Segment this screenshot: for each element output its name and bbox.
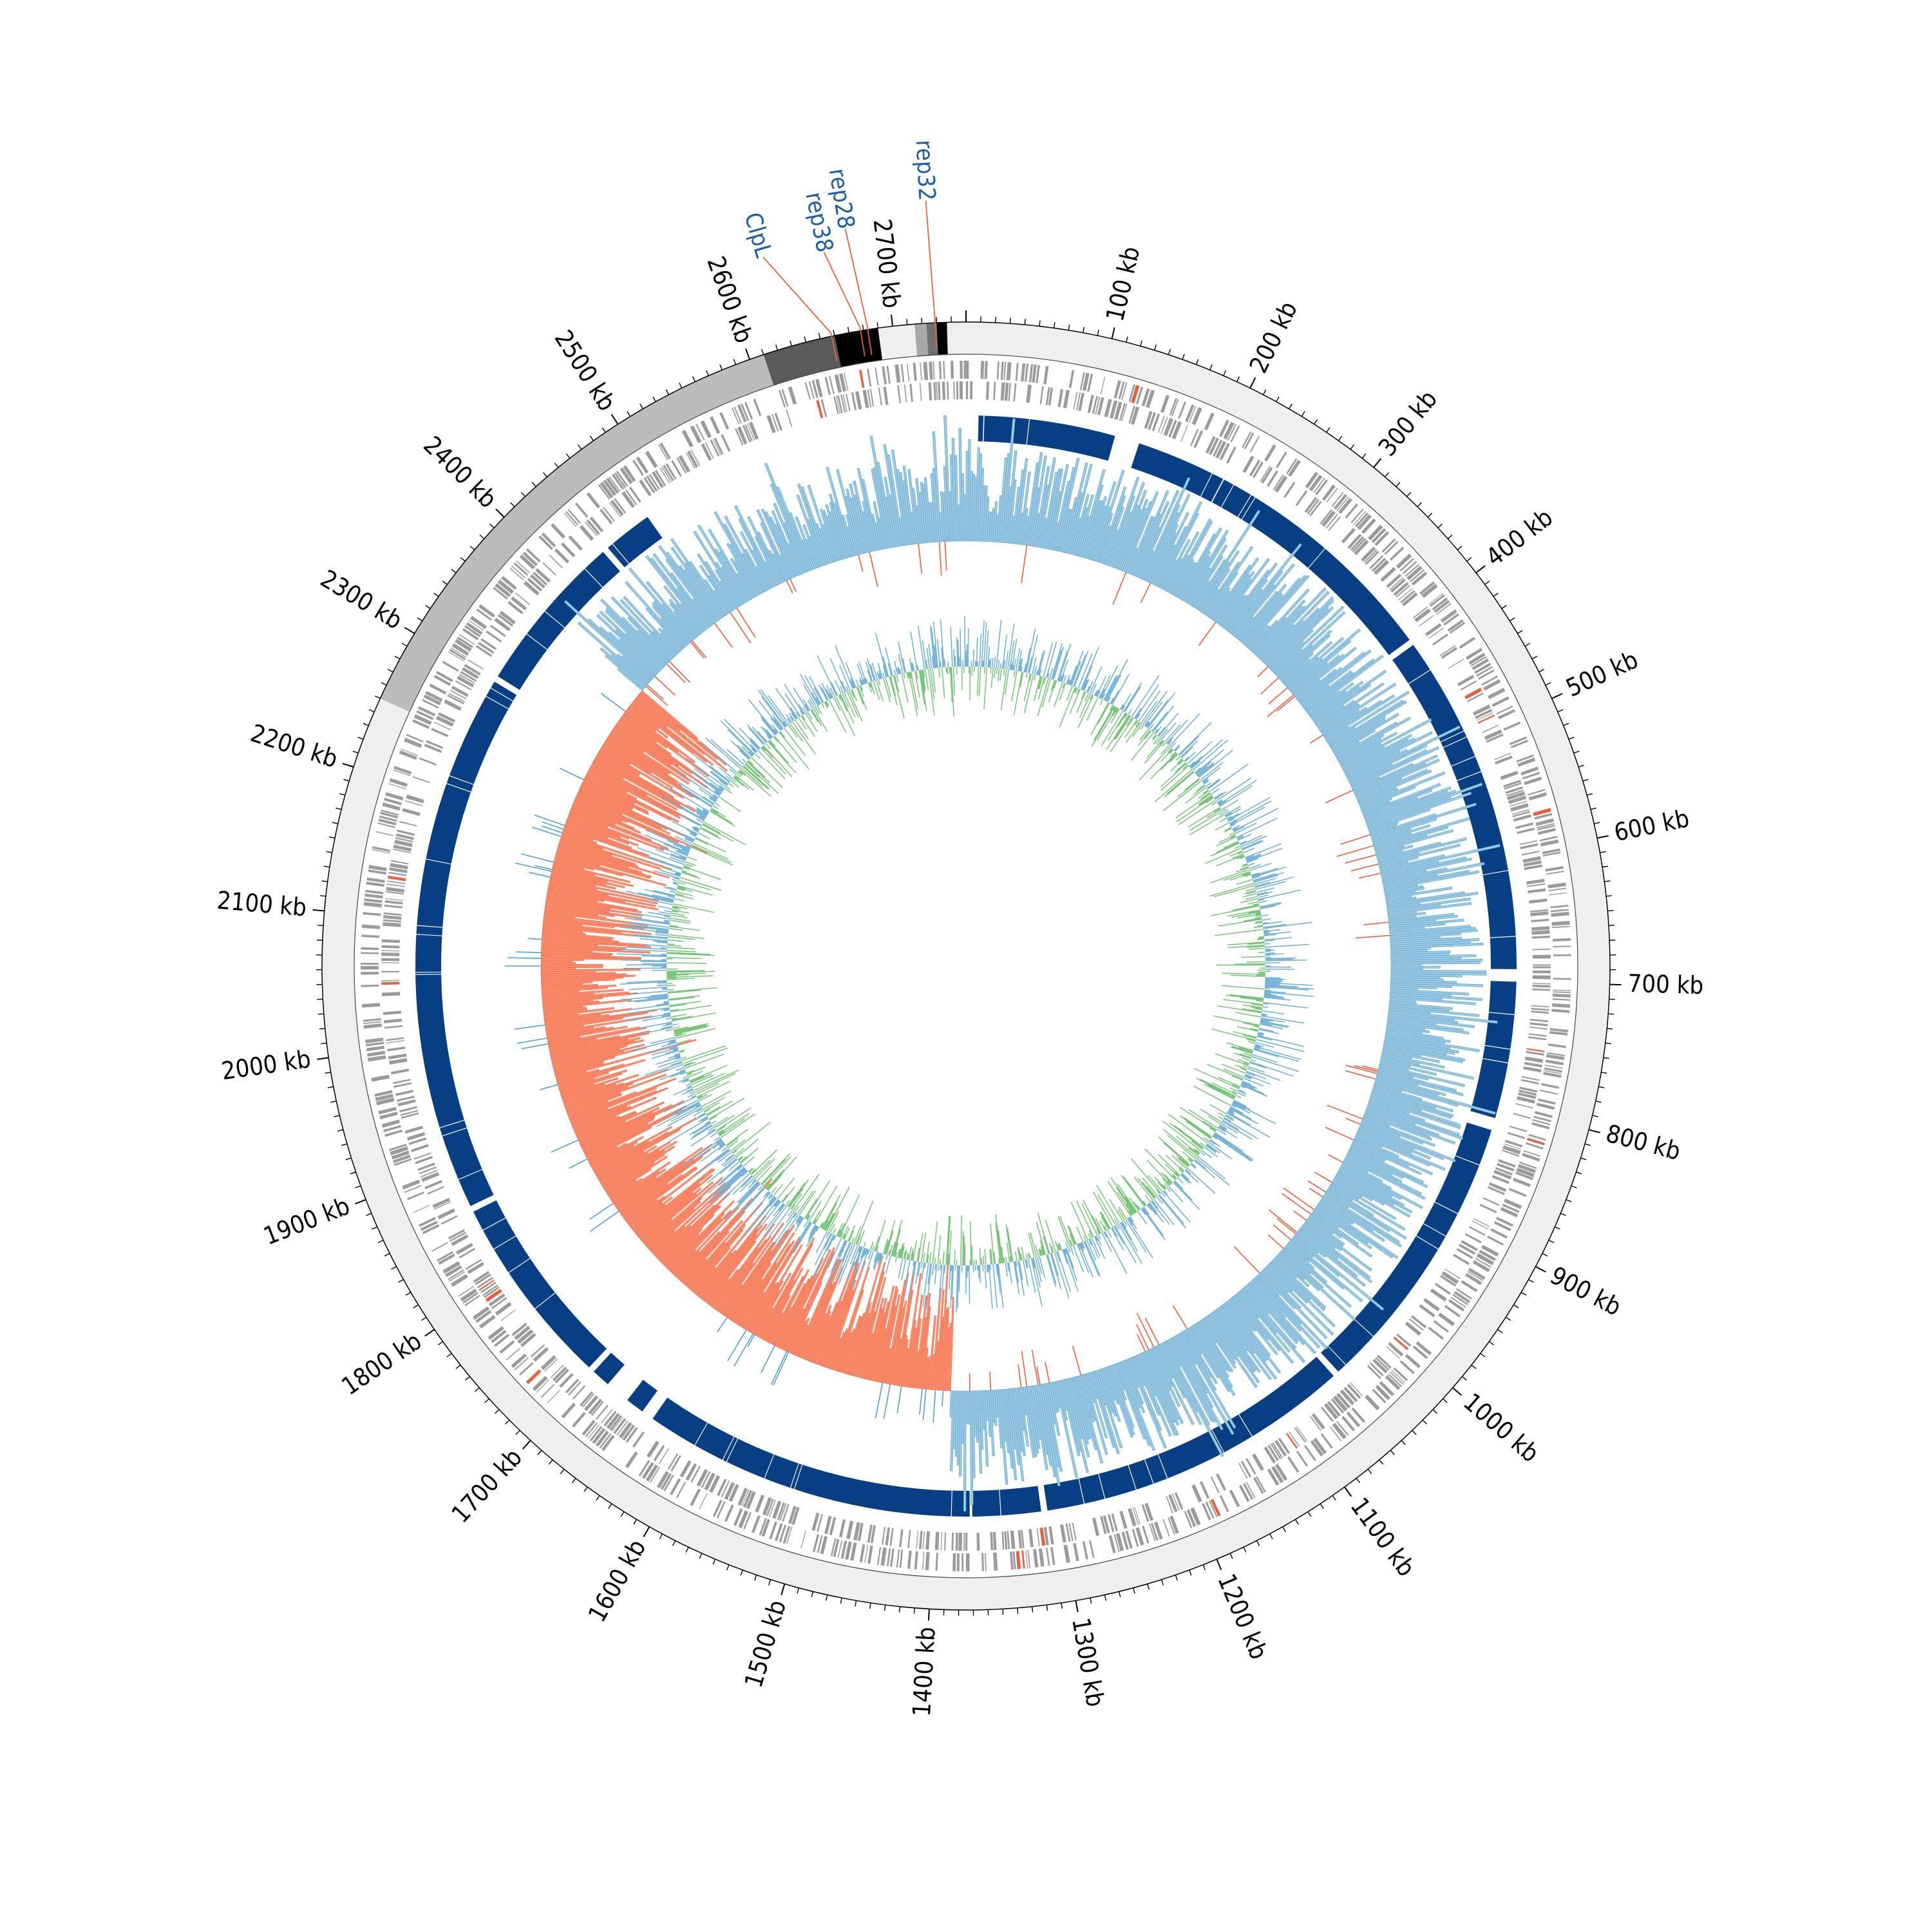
blast-hit-block bbox=[497, 552, 620, 690]
tick-label-2300kb: 2300 kb bbox=[316, 564, 407, 635]
blast-hit-block bbox=[978, 415, 1115, 461]
tick-label-100kb: 100 kb bbox=[1101, 244, 1145, 325]
feature-pointer-ClpL bbox=[762, 256, 838, 362]
tick-label-1200kb: 1200 kb bbox=[1212, 1569, 1273, 1663]
tick-label-2600kb: 2600 kb bbox=[701, 252, 758, 346]
tick-label-2500kb: 2500 kb bbox=[549, 325, 621, 416]
feature-label-rep32: rep32 bbox=[911, 139, 940, 201]
tick-label-600kb: 600 kb bbox=[1612, 804, 1692, 846]
contig-inner-border bbox=[354, 354, 1578, 1578]
gc-skew-negative bbox=[540, 690, 954, 1391]
tick-label-300kb: 300 kb bbox=[1373, 385, 1443, 462]
gc-skew-negative-spikes bbox=[645, 541, 1390, 1392]
tick-label-1900kb: 1900 kb bbox=[260, 1191, 354, 1251]
gc-skew-ring bbox=[504, 415, 1501, 1511]
tick-label-1800kb: 1800 kb bbox=[337, 1327, 427, 1401]
feature-pointer-rep32 bbox=[925, 200, 937, 349]
tick-label-700kb: 700 kb bbox=[1627, 969, 1704, 999]
blast-hit-block bbox=[1321, 1122, 1492, 1372]
major-ticks bbox=[312, 310, 1622, 1621]
tick-label-2400kb: 2400 kb bbox=[418, 431, 502, 514]
blast-hit-block bbox=[1392, 645, 1517, 969]
gc-content-ring bbox=[616, 616, 1314, 1313]
blast-hit-block bbox=[652, 1397, 970, 1517]
tick-label-2200kb: 2200 kb bbox=[247, 719, 341, 773]
tick-label-800kb: 800 kb bbox=[1603, 1119, 1683, 1166]
tick-label-2000kb: 2000 kb bbox=[220, 1045, 312, 1085]
tick-label-400kb: 400 kb bbox=[1481, 503, 1558, 572]
feature-pointer-rep38 bbox=[823, 252, 866, 357]
tick-label-900kb: 900 kb bbox=[1546, 1261, 1626, 1321]
contig-segment bbox=[763, 336, 842, 386]
blast-hit-block bbox=[972, 1486, 1041, 1517]
position-tick-axis bbox=[312, 310, 1622, 1621]
blast-hit-block bbox=[415, 681, 517, 1206]
blast-hit-block bbox=[607, 516, 663, 568]
tick-label-1100kb: 1100 kb bbox=[1345, 1492, 1421, 1582]
tick-label-1300kb: 1300 kb bbox=[1066, 1616, 1110, 1709]
tick-label-1000kb: 1000 kb bbox=[1458, 1388, 1544, 1468]
contig-segment bbox=[936, 322, 948, 355]
tick-label-500kb: 500 kb bbox=[1562, 645, 1642, 703]
gc-content-positive bbox=[616, 616, 1314, 1313]
blast-hit-block bbox=[1470, 981, 1517, 1119]
contig-ring bbox=[321, 322, 1611, 1610]
blast-hit-block bbox=[627, 1379, 658, 1412]
tick-label-1600kb: 1600 kb bbox=[583, 1535, 652, 1627]
feature-label-ClpL: ClpL bbox=[739, 210, 777, 261]
tick-label-2100kb: 2100 kb bbox=[216, 886, 308, 922]
contig-segment bbox=[947, 322, 966, 355]
gc-skew-positive-spikes bbox=[504, 693, 944, 1423]
contig-segment bbox=[914, 323, 929, 357]
tick-label-2700kb: 2700 kb bbox=[868, 217, 907, 309]
contig-segment bbox=[878, 324, 918, 360]
tick-label-1400kb: 1400 kb bbox=[907, 1626, 941, 1718]
blast-hit-block bbox=[1043, 1356, 1334, 1511]
blast-hit-block bbox=[473, 1200, 607, 1368]
minor-ticks bbox=[316, 316, 1616, 1616]
contig-segment bbox=[380, 354, 774, 712]
tick-label-1700kb: 1700 kb bbox=[446, 1443, 528, 1528]
contig-segment bbox=[834, 328, 883, 368]
blast-hit-block bbox=[593, 1352, 625, 1385]
gc-content-negative bbox=[666, 666, 1266, 1266]
tick-label-200kb: 200 kb bbox=[1244, 297, 1303, 377]
feature-pointer-rep28 bbox=[844, 229, 873, 355]
tick-label-1500kb: 1500 kb bbox=[739, 1596, 791, 1690]
